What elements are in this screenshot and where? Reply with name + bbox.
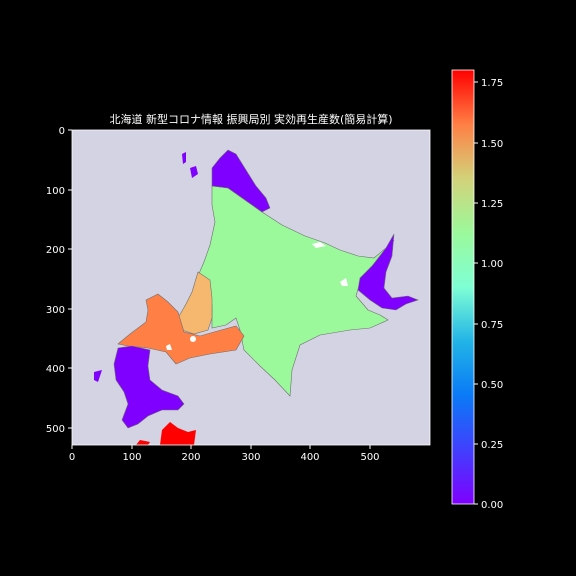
x-tick-label: 500 xyxy=(360,452,379,463)
region-red-fragment xyxy=(136,440,150,445)
y-tick-label: 300 xyxy=(46,305,65,316)
y-tick-label: 100 xyxy=(46,186,65,197)
x-tick-label: 100 xyxy=(122,452,141,463)
lake-shape xyxy=(312,242,326,248)
map-title: 北海道 新型コロナ情報 振興局別 実効再生産数(簡易計算) xyxy=(109,112,392,126)
x-tick-label: 300 xyxy=(241,452,260,463)
y-axis: 0 100 200 300 400 500 xyxy=(46,126,72,435)
x-tick-label: 200 xyxy=(181,452,200,463)
x-axis: 0 100 200 300 400 500 xyxy=(69,445,380,463)
y-tick-label: 400 xyxy=(46,364,65,375)
colorbar-tick-label: 0.75 xyxy=(481,320,503,331)
region-aomori-edge xyxy=(160,422,196,445)
map-regions xyxy=(94,149,419,445)
colorbar-gradient xyxy=(451,69,475,505)
x-tick-label: 0 xyxy=(69,452,75,463)
lake-shape xyxy=(166,344,172,350)
region-okushiri xyxy=(94,370,102,382)
colorbar-tick-label: 1.75 xyxy=(481,78,503,89)
region-north-east xyxy=(211,149,271,213)
colorbar: 0.00 0.25 0.50 0.75 1.00 1.25 1.50 1.75 xyxy=(451,69,503,511)
x-tick-label: 400 xyxy=(300,452,319,463)
lake-shape xyxy=(190,336,196,342)
y-tick-label: 200 xyxy=(46,245,65,256)
colorbar-tick-label: 0.00 xyxy=(481,500,503,511)
region-nemuro xyxy=(357,233,419,311)
colorbar-tick-label: 1.50 xyxy=(481,139,503,150)
region-rebun xyxy=(190,166,198,178)
colorbar-tick-label: 0.50 xyxy=(481,380,503,391)
y-tick-label: 0 xyxy=(59,126,65,137)
region-south-west xyxy=(117,293,245,365)
colorbar-tick-label: 1.25 xyxy=(481,199,503,210)
colorbar-tick-label: 1.00 xyxy=(481,259,503,270)
region-oshima xyxy=(113,345,185,429)
lake-shape xyxy=(340,278,348,286)
region-central xyxy=(177,271,213,335)
colorbar-tick-label: 0.25 xyxy=(481,440,503,451)
region-rishiri xyxy=(182,152,186,164)
y-tick-label: 500 xyxy=(46,424,65,435)
